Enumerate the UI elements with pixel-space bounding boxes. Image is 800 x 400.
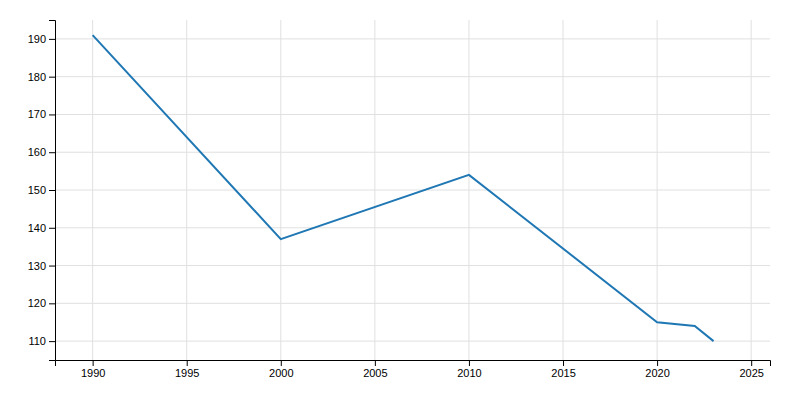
x-tick-label: 2025	[739, 367, 763, 379]
y-tick-mark	[49, 190, 55, 191]
x-tick-label: 1990	[81, 367, 105, 379]
x-tick-mark	[657, 360, 658, 366]
y-tick-label: 170	[28, 108, 46, 120]
y-tick: 110	[28, 335, 55, 347]
y-tick-label: 190	[28, 33, 46, 45]
line	[93, 35, 714, 341]
grid-line-y	[55, 76, 770, 77]
x-axis: 1990 1995 2000 2005 2010 2015 2020 2025	[56, 360, 771, 379]
chart: 1990 1995 2000 2005 2010 2015 2020 2025 110 120 13…	[0, 0, 800, 400]
x-tick: 2000	[269, 360, 293, 379]
x-tick-label: 2010	[457, 367, 481, 379]
y-tick-mark	[49, 341, 55, 342]
y-tick-mark	[49, 152, 55, 153]
y-tick-mark	[49, 266, 55, 267]
y-tick: 130	[28, 260, 55, 272]
grid-line-y	[55, 265, 770, 266]
x-tick-label: 1995	[175, 367, 199, 379]
grid	[55, 20, 770, 360]
y-tick-mark	[49, 114, 55, 115]
y-tick: 120	[28, 297, 55, 309]
y-tick-mark	[49, 303, 55, 304]
grid-line-y	[55, 341, 770, 342]
grid-line-y	[55, 190, 770, 191]
grid-line-y	[55, 152, 770, 153]
y-tick-label: 120	[28, 297, 46, 309]
y-tick: 160	[28, 146, 55, 158]
x-tick-mark	[751, 360, 752, 366]
y-tick-label: 180	[28, 71, 46, 83]
y-axis-line	[49, 21, 56, 361]
y-tick: 180	[28, 71, 55, 83]
x-tick-label: 2020	[645, 367, 669, 379]
x-tick-label: 2000	[269, 367, 293, 379]
x-tick-mark	[187, 360, 188, 366]
y-axis: 110 120 130 140 150 160 170 180 190	[28, 21, 56, 361]
y-tick-label: 140	[28, 222, 46, 234]
x-axis-line	[56, 361, 771, 367]
plot-area: 1990 1995 2000 2005 2010 2015 2020 2025 110 120 13…	[28, 20, 771, 379]
y-tick-label: 130	[28, 260, 46, 272]
x-tick: 2020	[645, 360, 669, 379]
x-tick: 2005	[363, 360, 387, 379]
y-tick-label: 110	[28, 335, 46, 347]
x-tick: 1990	[81, 360, 105, 379]
x-tick: 1995	[175, 360, 199, 379]
x-tick-label: 2005	[363, 367, 387, 379]
y-tick-mark	[49, 77, 55, 78]
marks	[93, 35, 714, 341]
y-tick: 190	[28, 33, 55, 45]
y-tick: 150	[28, 184, 55, 196]
x-tick: 2025	[739, 360, 763, 379]
x-tick-mark	[93, 360, 94, 366]
grid-line-y	[55, 227, 770, 228]
y-tick-mark	[49, 228, 55, 229]
x-tick-mark	[469, 360, 470, 366]
x-tick-label: 2015	[551, 367, 575, 379]
x-tick: 2015	[551, 360, 575, 379]
y-tick-label: 160	[28, 146, 46, 158]
grid-line-y	[55, 38, 770, 39]
grid-line-y	[55, 303, 770, 304]
y-tick-mark	[49, 39, 55, 40]
y-tick: 140	[28, 222, 55, 234]
x-tick: 2010	[457, 360, 481, 379]
y-tick-label: 150	[28, 184, 46, 196]
x-tick-mark	[375, 360, 376, 366]
x-tick-mark	[563, 360, 564, 366]
grid-line-y	[55, 114, 770, 115]
x-tick-mark	[281, 360, 282, 366]
y-tick: 170	[28, 108, 55, 120]
